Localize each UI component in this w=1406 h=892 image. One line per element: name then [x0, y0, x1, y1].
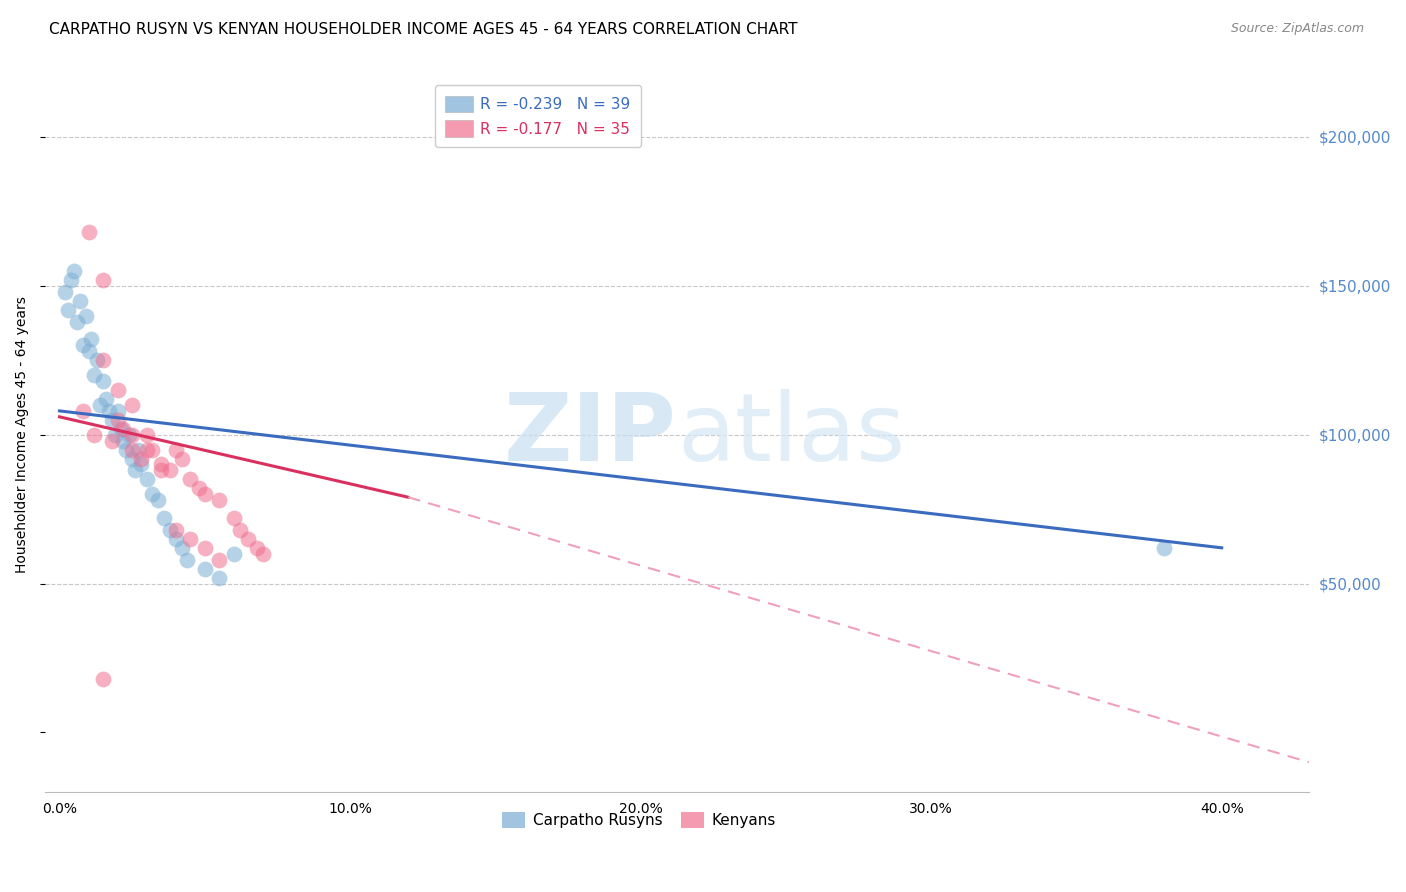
Point — [176, 553, 198, 567]
Point — [115, 442, 138, 457]
Point — [121, 442, 143, 457]
Point — [77, 225, 100, 239]
Point — [121, 427, 143, 442]
Point — [72, 404, 94, 418]
Text: CARPATHO RUSYN VS KENYAN HOUSEHOLDER INCOME AGES 45 - 64 YEARS CORRELATION CHART: CARPATHO RUSYN VS KENYAN HOUSEHOLDER INC… — [49, 22, 797, 37]
Point — [194, 487, 217, 501]
Point — [121, 451, 143, 466]
Point — [135, 427, 157, 442]
Point — [129, 458, 152, 472]
Legend: Carpatho Rusyns, Kenyans: Carpatho Rusyns, Kenyans — [496, 806, 782, 834]
Point — [179, 472, 201, 486]
Point — [101, 413, 124, 427]
Point — [63, 264, 86, 278]
Point — [159, 523, 181, 537]
Point — [1153, 541, 1175, 555]
Point — [80, 333, 103, 347]
Point — [135, 442, 157, 457]
Point — [222, 547, 245, 561]
Point — [97, 404, 120, 418]
Point — [148, 493, 170, 508]
Point — [179, 532, 201, 546]
Text: atlas: atlas — [676, 389, 905, 481]
Point — [188, 481, 211, 495]
Point — [104, 427, 127, 442]
Point — [60, 273, 83, 287]
Point — [170, 541, 193, 555]
Point — [228, 523, 250, 537]
Point — [101, 434, 124, 448]
Point — [153, 511, 176, 525]
Point — [252, 547, 274, 561]
Point — [53, 285, 76, 299]
Point — [86, 353, 108, 368]
Point — [77, 344, 100, 359]
Point — [91, 353, 114, 368]
Point — [112, 422, 135, 436]
Point — [107, 413, 129, 427]
Point — [124, 463, 146, 477]
Point — [110, 422, 132, 436]
Point — [91, 374, 114, 388]
Point — [121, 398, 143, 412]
Point — [165, 532, 187, 546]
Point — [107, 383, 129, 397]
Point — [69, 293, 91, 308]
Y-axis label: Householder Income Ages 45 - 64 years: Householder Income Ages 45 - 64 years — [15, 296, 30, 574]
Point — [170, 451, 193, 466]
Point — [94, 392, 117, 406]
Point — [194, 562, 217, 576]
Point — [208, 493, 231, 508]
Point — [165, 523, 187, 537]
Point — [141, 442, 163, 457]
Point — [107, 404, 129, 418]
Point — [150, 463, 173, 477]
Point — [72, 338, 94, 352]
Point — [91, 672, 114, 686]
Point — [91, 273, 114, 287]
Text: ZIP: ZIP — [505, 389, 676, 481]
Point — [129, 451, 152, 466]
Point — [222, 511, 245, 525]
Point — [83, 368, 105, 383]
Point — [159, 463, 181, 477]
Point — [165, 442, 187, 457]
Point — [208, 553, 231, 567]
Point — [66, 315, 89, 329]
Point — [141, 487, 163, 501]
Point — [246, 541, 269, 555]
Point — [208, 571, 231, 585]
Text: Source: ZipAtlas.com: Source: ZipAtlas.com — [1230, 22, 1364, 36]
Point — [150, 458, 173, 472]
Point — [58, 302, 80, 317]
Point — [135, 472, 157, 486]
Point — [194, 541, 217, 555]
Point — [118, 427, 141, 442]
Point — [83, 427, 105, 442]
Point — [75, 309, 97, 323]
Point — [89, 398, 111, 412]
Point — [112, 434, 135, 448]
Point — [127, 442, 149, 457]
Point — [238, 532, 260, 546]
